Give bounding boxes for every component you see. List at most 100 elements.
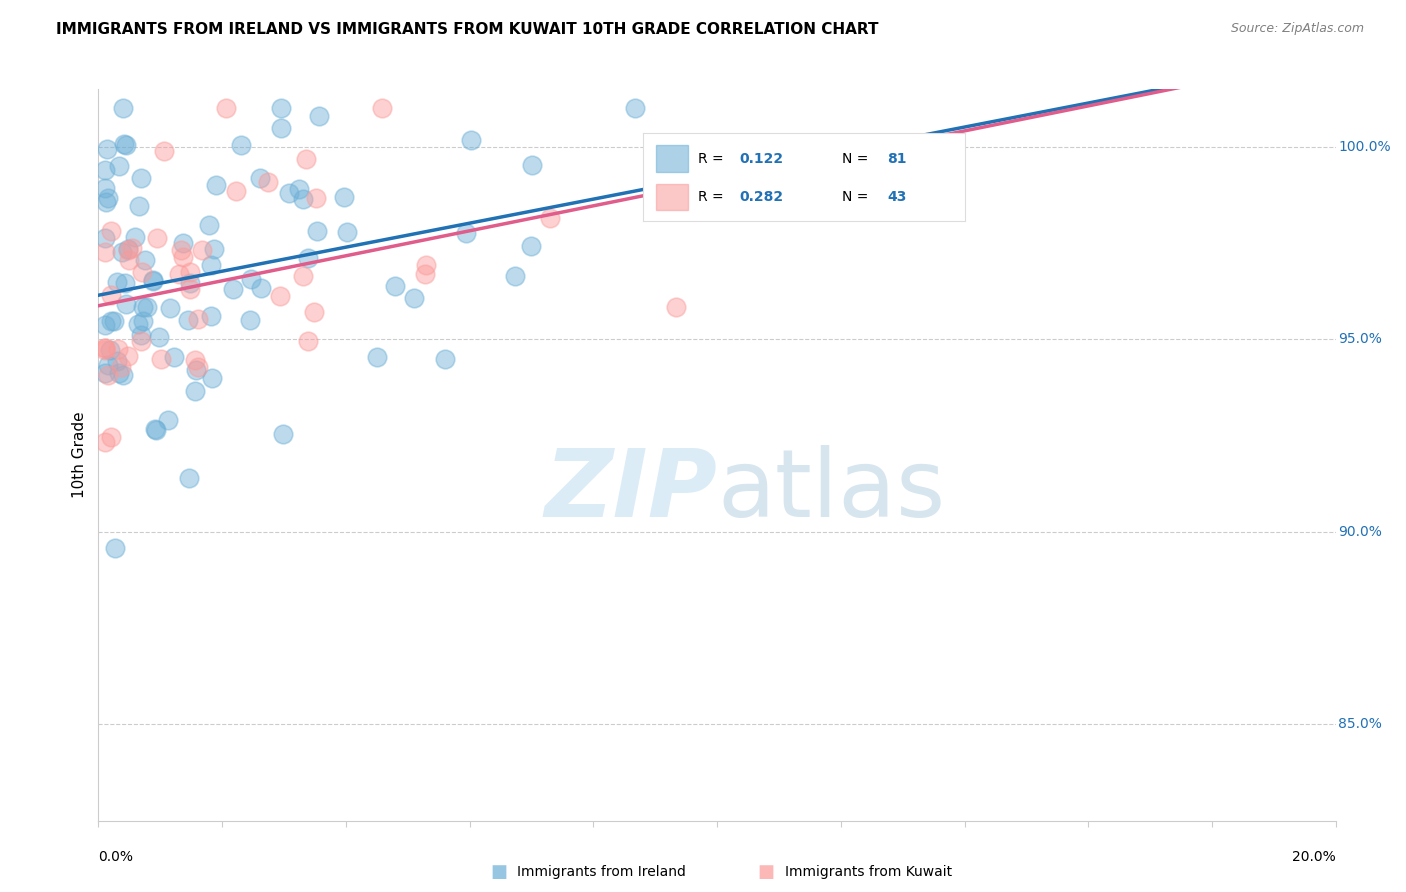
Point xyxy=(115,297,138,311)
Point xyxy=(100,288,122,302)
Point xyxy=(93,244,115,259)
Text: 85.0%: 85.0% xyxy=(1339,717,1382,731)
Point xyxy=(336,225,359,239)
Text: 0.0%: 0.0% xyxy=(98,850,134,863)
Text: 20.0%: 20.0% xyxy=(1292,850,1336,863)
Point xyxy=(121,241,143,255)
Point xyxy=(129,171,152,186)
Point xyxy=(665,301,688,315)
Point xyxy=(118,252,141,267)
Point xyxy=(434,351,457,366)
Point xyxy=(190,243,212,257)
Point xyxy=(93,342,115,356)
Point xyxy=(112,136,135,151)
Point xyxy=(132,300,155,314)
Point xyxy=(117,243,139,257)
Point xyxy=(249,171,271,186)
Point xyxy=(184,384,207,398)
Point xyxy=(149,351,172,366)
Point xyxy=(110,245,132,260)
Point xyxy=(93,343,115,357)
Point xyxy=(114,137,136,152)
Point xyxy=(124,230,146,244)
Point xyxy=(384,278,406,293)
Point xyxy=(98,343,121,358)
Point xyxy=(142,272,165,286)
Point xyxy=(110,359,132,374)
Point xyxy=(108,366,131,380)
Text: 95.0%: 95.0% xyxy=(1339,333,1382,346)
Point xyxy=(186,363,208,377)
Point xyxy=(105,354,128,368)
Point xyxy=(295,152,318,166)
Point xyxy=(333,190,356,204)
Point xyxy=(202,242,225,256)
Point xyxy=(179,282,201,296)
Point xyxy=(225,184,247,198)
Point xyxy=(623,102,645,116)
Point xyxy=(97,368,120,383)
Point xyxy=(146,231,169,245)
Point xyxy=(269,289,291,303)
Point xyxy=(172,236,194,251)
Point xyxy=(127,317,149,331)
Point xyxy=(184,352,207,367)
Point xyxy=(270,102,292,116)
Point xyxy=(129,327,152,342)
Point xyxy=(103,314,125,328)
Point xyxy=(415,268,437,282)
Point xyxy=(520,157,543,171)
Point xyxy=(142,274,165,288)
Point xyxy=(108,160,131,174)
Point xyxy=(97,358,120,372)
Point xyxy=(222,282,245,296)
Point xyxy=(148,330,170,344)
Point xyxy=(297,251,319,265)
Text: IMMIGRANTS FROM IRELAND VS IMMIGRANTS FROM KUWAIT 10TH GRADE CORRELATION CHART: IMMIGRANTS FROM IRELAND VS IMMIGRANTS FR… xyxy=(56,22,879,37)
Point xyxy=(131,265,153,279)
Text: ■: ■ xyxy=(758,863,775,881)
Point xyxy=(114,276,136,290)
Point xyxy=(132,314,155,328)
Point xyxy=(93,318,115,332)
Point xyxy=(415,258,437,272)
Point xyxy=(229,138,252,153)
Point xyxy=(215,102,238,116)
Point xyxy=(100,429,122,443)
Point xyxy=(93,231,115,245)
Point xyxy=(96,142,118,156)
Point xyxy=(112,368,135,382)
Point xyxy=(172,250,194,264)
Point xyxy=(179,471,201,485)
Point xyxy=(270,121,292,136)
Point xyxy=(297,334,319,348)
Point xyxy=(117,243,139,257)
Point xyxy=(93,163,115,178)
Point xyxy=(97,191,120,205)
Point xyxy=(179,276,201,290)
Point xyxy=(288,182,311,196)
Point xyxy=(239,313,262,327)
Point xyxy=(519,238,541,252)
Point xyxy=(143,422,166,436)
Point xyxy=(505,268,527,283)
Point xyxy=(198,218,221,232)
Point xyxy=(460,133,482,147)
Text: Immigrants from Ireland: Immigrants from Ireland xyxy=(517,865,686,880)
Point xyxy=(103,541,125,556)
Text: Immigrants from Kuwait: Immigrants from Kuwait xyxy=(785,865,952,880)
Text: ZIP: ZIP xyxy=(544,445,717,538)
Point xyxy=(167,268,190,282)
Point xyxy=(187,312,209,326)
Point xyxy=(94,195,117,210)
Point xyxy=(239,271,262,285)
Point xyxy=(170,243,193,257)
Point xyxy=(200,309,222,323)
Point xyxy=(187,359,209,374)
Point xyxy=(305,191,328,205)
Point xyxy=(291,192,314,206)
Point xyxy=(93,366,115,380)
Point xyxy=(456,226,478,240)
Point xyxy=(308,109,330,123)
Point xyxy=(163,350,186,364)
